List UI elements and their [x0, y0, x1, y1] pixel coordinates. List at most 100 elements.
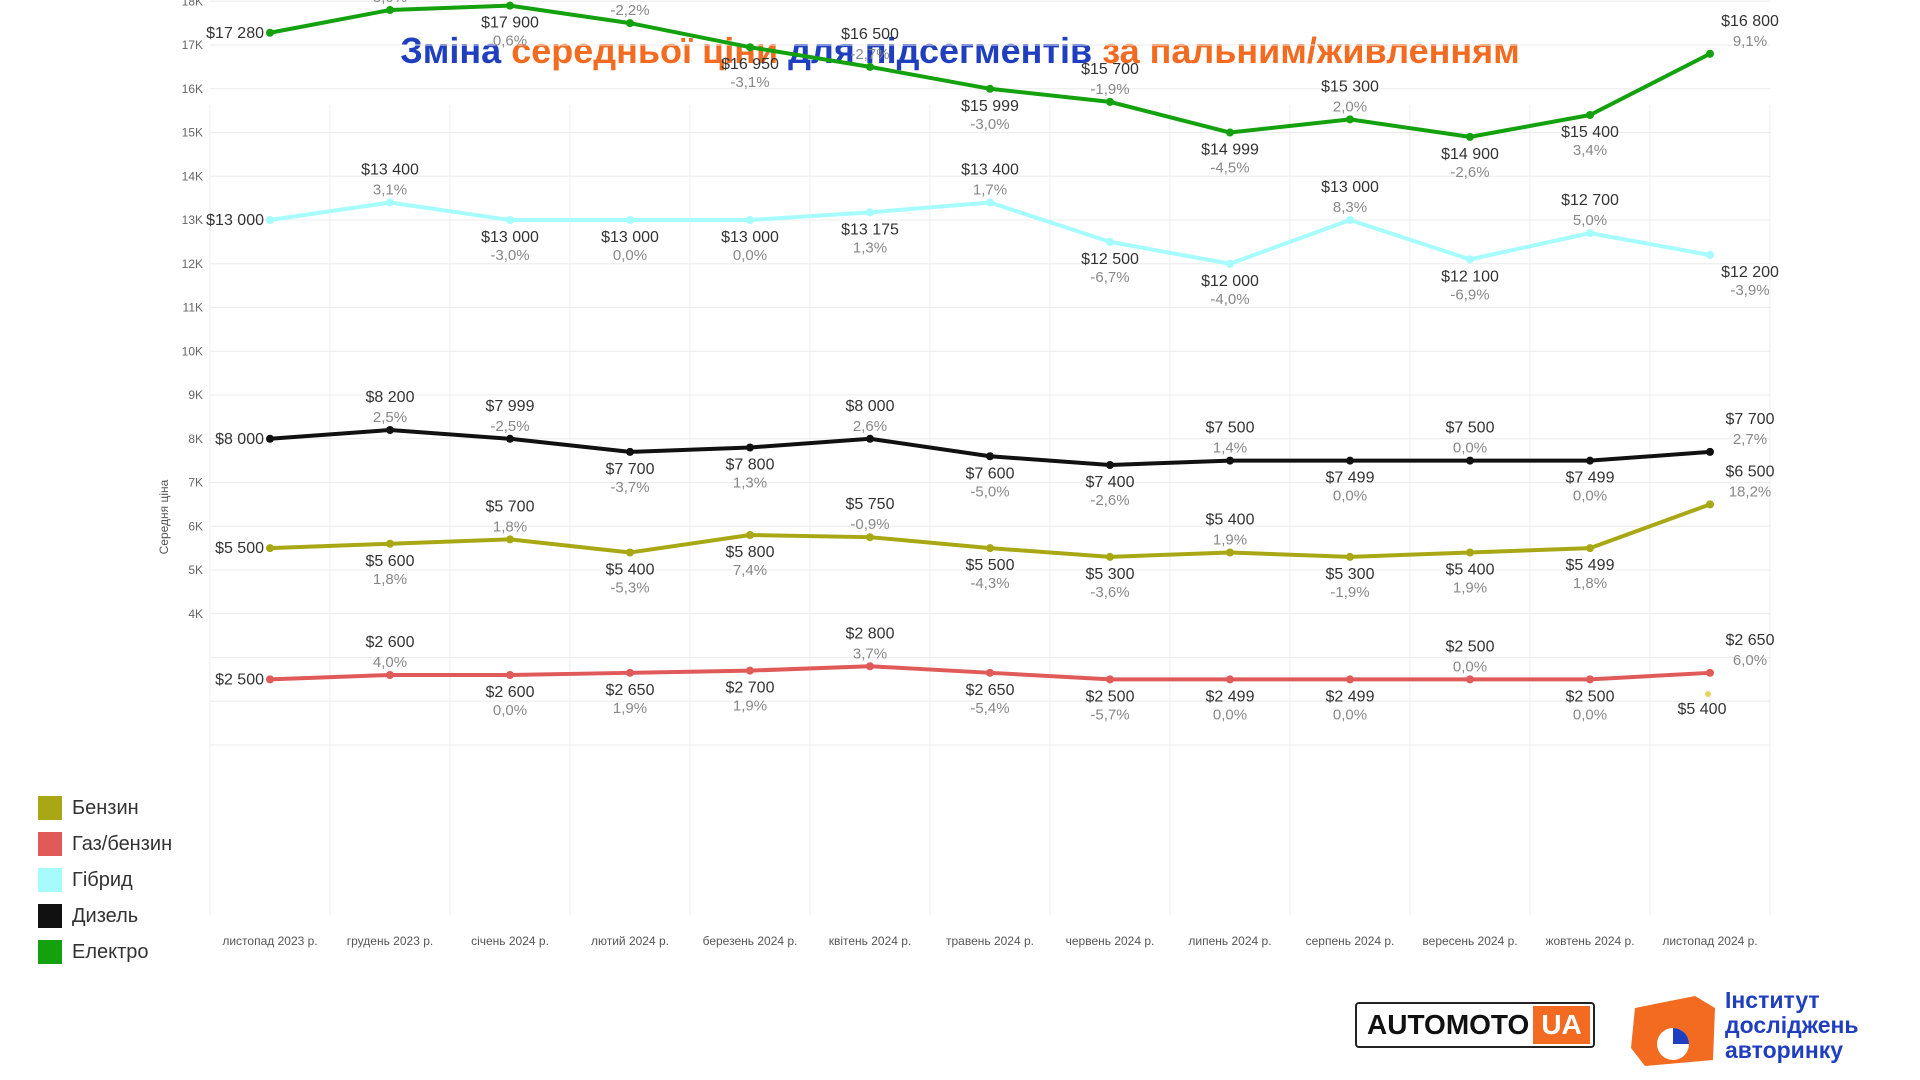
institute-logo: Інститут досліджень авторинку [1625, 988, 1905, 1068]
data-point [1586, 675, 1594, 684]
data-label: $5 400 [1446, 562, 1495, 579]
legend-label: Дизель [72, 904, 139, 927]
change-label: 3,1% [373, 182, 407, 199]
data-label: $13 000 [1321, 179, 1379, 196]
chart-title: Зміна середньої ціни для підсегментів за… [0, 30, 1920, 72]
data-point [866, 208, 874, 217]
data-label: $2 500 [215, 671, 264, 688]
change-label: 0,6% [493, 33, 527, 50]
y-axis-label: Середня ціна [157, 479, 171, 554]
data-point [1706, 251, 1714, 259]
x-tick-label: жовтень 2024 р. [1545, 934, 1634, 948]
change-label: -4,3% [970, 575, 1009, 592]
legend-item: Електро [38, 934, 172, 970]
y-tick-label: 4K [188, 607, 203, 621]
change-label: 0,0% [1213, 706, 1247, 723]
data-label: $15 300 [1321, 78, 1379, 95]
data-label: $2 800 [846, 625, 895, 642]
data-point [1106, 237, 1114, 246]
extra-data-label: $5 400 [1678, 701, 1727, 718]
data-point [1586, 544, 1594, 553]
automoto-logo-text: AUTOMOTO [1367, 1009, 1530, 1040]
y-tick-label: 13K [182, 213, 203, 227]
automoto-logo-ua: UA [1533, 1006, 1590, 1044]
data-point [746, 443, 754, 452]
data-point [386, 671, 394, 679]
data-point [1706, 49, 1714, 58]
data-label: $5 700 [486, 498, 535, 515]
title-part-4: за пальним/живленням [1102, 30, 1520, 71]
data-point [626, 447, 634, 456]
change-label: 0,0% [493, 702, 527, 719]
data-label: $2 650 [1726, 632, 1775, 649]
data-point [986, 452, 994, 461]
y-tick-label: 6K [188, 519, 203, 533]
data-point [386, 6, 394, 14]
data-label: $12 000 [1201, 273, 1259, 290]
data-label: $7 500 [1206, 420, 1255, 437]
data-label: $7 700 [606, 461, 655, 478]
change-label: 1,8% [1573, 575, 1607, 592]
title-part-2: середньої ціни [511, 30, 779, 71]
data-point [1106, 461, 1114, 469]
y-tick-label: 18K [182, 0, 203, 8]
data-point [866, 533, 874, 542]
change-label: -2,6% [1450, 164, 1489, 181]
data-label: $13 000 [481, 229, 539, 246]
data-point [1346, 675, 1354, 684]
change-label: 1,3% [733, 475, 767, 492]
change-label: -1,9% [1330, 584, 1369, 601]
data-point [746, 216, 754, 224]
change-label: -0,9% [850, 516, 889, 533]
data-point [1226, 259, 1234, 268]
change-label: -4,5% [1210, 160, 1249, 177]
change-label: -2,6% [1090, 492, 1129, 509]
change-label: 0,0% [613, 247, 647, 264]
x-tick-label: липень 2024 р. [1188, 934, 1271, 948]
data-point [1346, 456, 1354, 465]
data-label: $7 800 [726, 457, 775, 474]
y-tick-label: 15K [182, 126, 203, 140]
data-label: $16 800 [1721, 13, 1779, 30]
change-label: -5,3% [610, 580, 649, 597]
change-label: 7,4% [733, 562, 767, 579]
change-label: 0,0% [1333, 706, 1367, 723]
change-label: 1,9% [733, 698, 767, 715]
data-point [626, 668, 634, 677]
data-point [1706, 668, 1714, 677]
change-label: -3,7% [610, 479, 649, 496]
data-label: $13 175 [841, 221, 899, 238]
change-label: 9,1% [1733, 33, 1767, 50]
data-label: $13 400 [961, 162, 1019, 179]
data-point [1106, 675, 1114, 684]
data-label: $15 700 [1081, 61, 1139, 78]
data-label: $5 400 [606, 562, 655, 579]
data-point [1346, 216, 1354, 224]
change-label: -3,9% [1730, 282, 1769, 299]
data-point [986, 668, 994, 677]
data-point [1586, 111, 1594, 119]
data-label: $2 650 [606, 682, 655, 699]
change-label: -1,9% [1090, 81, 1129, 98]
x-tick-label: лютий 2024 р. [591, 934, 669, 948]
data-label: $13 000 [721, 229, 779, 246]
x-tick-label: вересень 2024 р. [1422, 934, 1517, 948]
change-label: -3,1% [730, 74, 769, 91]
data-point [1226, 675, 1234, 684]
x-tick-label: червень 2024 р. [1066, 934, 1155, 948]
legend-swatch [38, 904, 62, 928]
change-label: 0,0% [1453, 658, 1487, 675]
change-label: -2,7% [850, 46, 889, 63]
change-label: 1,3% [853, 239, 887, 256]
data-point [1586, 456, 1594, 465]
change-label: -2,5% [490, 418, 529, 435]
data-label: $15 999 [961, 98, 1019, 115]
data-label: $8 000 [846, 398, 895, 415]
data-point [1226, 548, 1234, 557]
change-label: 1,9% [613, 700, 647, 717]
data-point [986, 198, 994, 207]
change-label: 3,4% [1573, 142, 1607, 159]
legend-swatch [38, 868, 62, 892]
data-label: $2 500 [1086, 688, 1135, 705]
